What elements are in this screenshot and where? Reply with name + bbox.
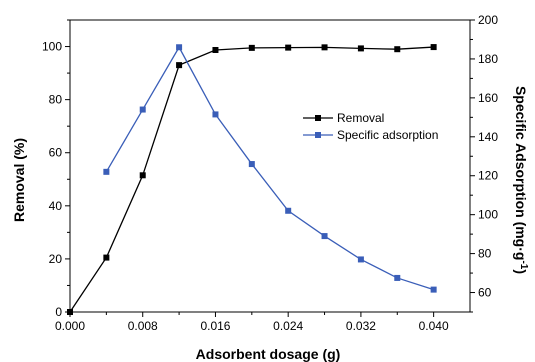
- y-right-tick-label: 60: [478, 286, 492, 300]
- data-point-removal: [176, 62, 183, 69]
- legend-label: Specific adsorption: [337, 128, 438, 142]
- data-point-specific-adsorption: [357, 256, 364, 263]
- data-point-specific-adsorption: [103, 168, 110, 175]
- y-left-tick-label: 20: [49, 252, 63, 266]
- y-left-tick-label: 80: [49, 93, 63, 107]
- legend-marker: [315, 115, 321, 121]
- data-point-removal: [285, 44, 292, 51]
- x-tick-label: 0.040: [419, 319, 449, 333]
- data-point-specific-adsorption: [430, 286, 437, 293]
- x-axis-label: Adsorbent dosage (g): [196, 346, 341, 362]
- y-axis-label-right-main: Specific Adsorption (mg·g: [513, 86, 529, 260]
- y-axis-label-right-close: ): [513, 269, 529, 274]
- y-right-tick-label: 100: [478, 208, 498, 222]
- data-point-specific-adsorption: [285, 207, 292, 214]
- data-point-removal: [103, 254, 110, 261]
- data-point-specific-adsorption: [212, 111, 219, 118]
- y-left-tick-label: 100: [42, 40, 62, 54]
- x-tick-label: 0.008: [128, 319, 158, 333]
- legend-marker: [315, 132, 321, 138]
- data-point-specific-adsorption: [139, 106, 146, 113]
- x-tick-label: 0.032: [346, 319, 376, 333]
- y-axis-label-left: Removal (%): [11, 138, 27, 222]
- plot-frame: [69, 19, 471, 313]
- data-point-specific-adsorption: [248, 161, 255, 168]
- data-point-specific-adsorption: [394, 274, 401, 281]
- data-point-removal: [394, 46, 401, 53]
- data-point-removal: [139, 172, 146, 179]
- series-line-removal: [69, 46, 434, 313]
- series-layer: [67, 44, 437, 315]
- data-point-removal: [212, 46, 219, 53]
- x-tick-label: 0.000: [55, 319, 85, 333]
- y-right-tick-label: 80: [478, 247, 492, 261]
- y-axis-label-right: Specific Adsorption (mg·g-1): [513, 86, 529, 274]
- axes: 0.000 0.008 0.016 0.024 0.032 0.040 0 20 40 60 80 1…: [42, 13, 498, 333]
- data-point-removal: [67, 309, 73, 315]
- data-point-removal: [357, 45, 364, 52]
- y-right-tick-label: 180: [478, 52, 498, 66]
- data-point-specific-adsorption: [176, 44, 183, 51]
- x-tick-label: 0.024: [273, 319, 303, 333]
- y-right-tick-label: 140: [478, 130, 498, 144]
- data-point-specific-adsorption: [321, 233, 328, 240]
- y-axis-label-right-sup: -1: [518, 260, 529, 269]
- y-left-tick-label: 60: [49, 146, 63, 160]
- y-left-tick-label: 0: [55, 305, 62, 319]
- y-right-tick-label: 120: [478, 169, 498, 183]
- series-line-specific-adsorption: [105, 45, 434, 291]
- data-point-removal: [430, 44, 437, 51]
- y-right-tick-label: 160: [478, 91, 498, 105]
- data-point-removal: [321, 44, 328, 51]
- data-point-removal: [248, 44, 255, 51]
- legend: Removal Specific adsorption: [303, 111, 438, 142]
- x-tick-label: 0.016: [200, 319, 230, 333]
- legend-label: Removal: [337, 111, 384, 125]
- y-left-tick-label: 40: [49, 199, 63, 213]
- y-right-tick-label: 200: [478, 13, 498, 27]
